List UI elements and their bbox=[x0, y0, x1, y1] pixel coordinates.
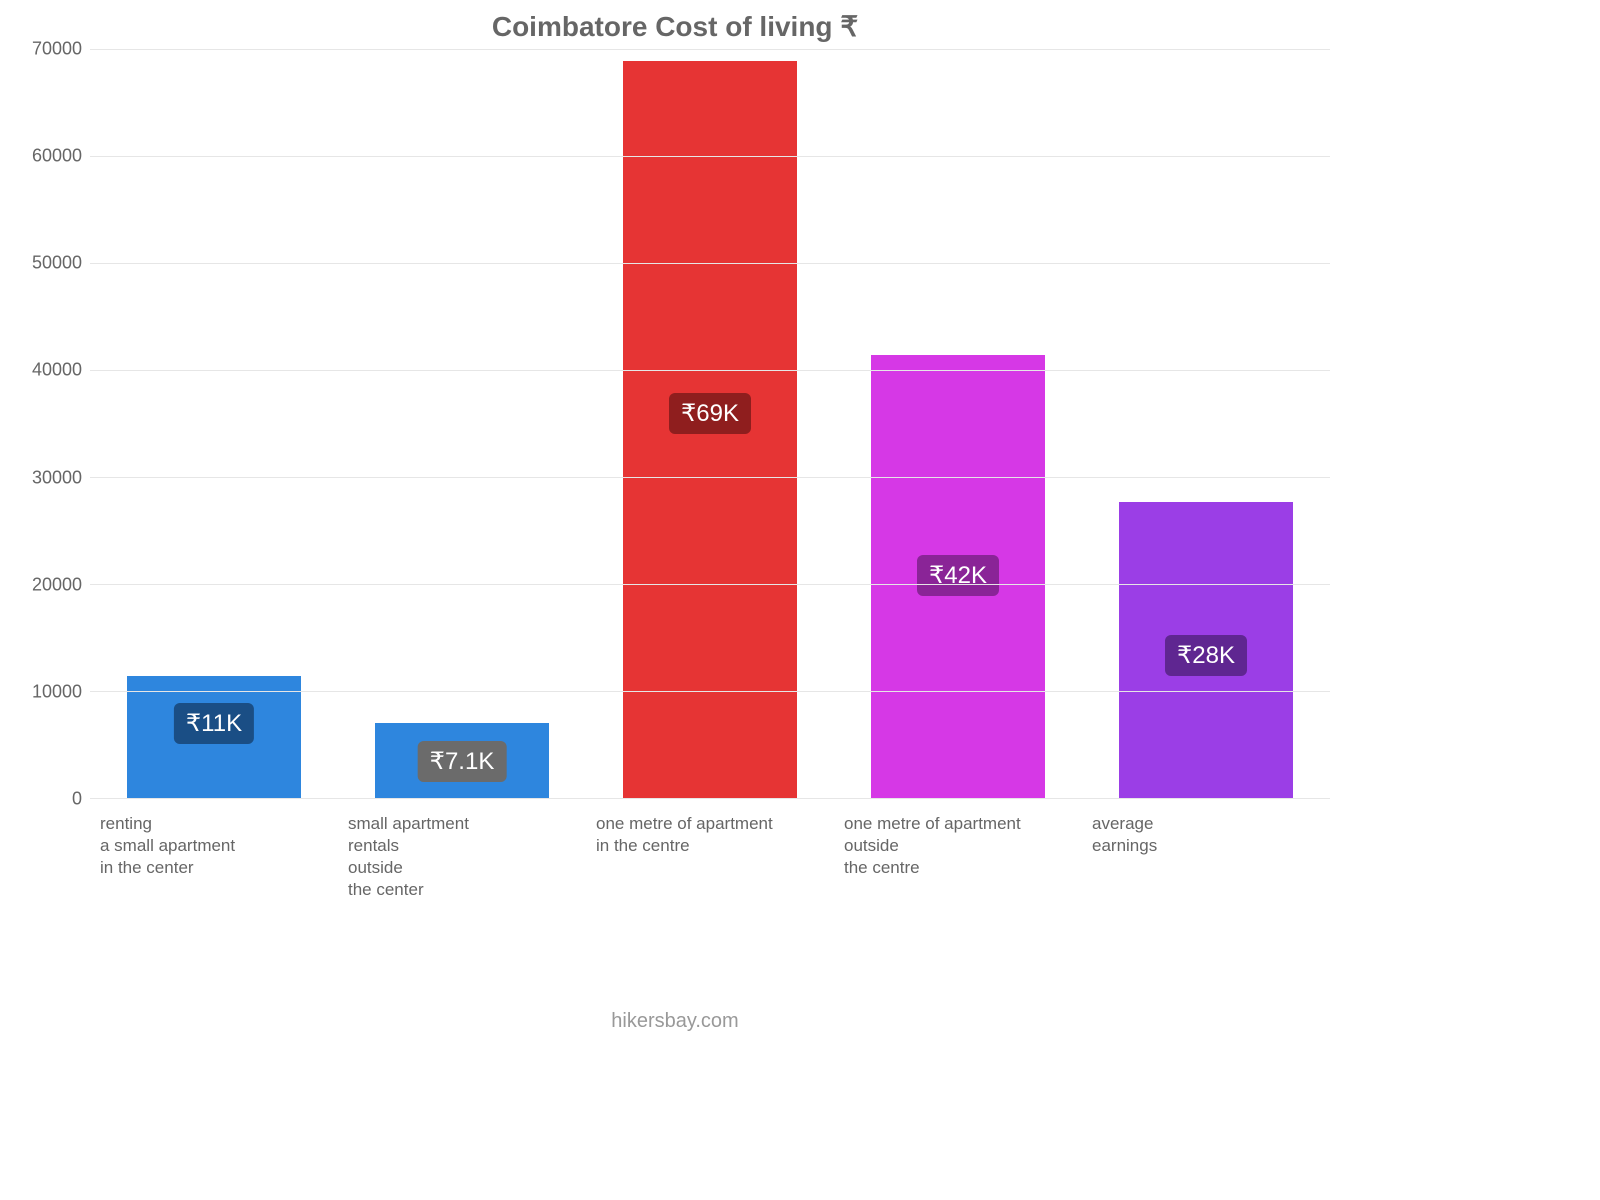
y-tick-label: 70000 bbox=[32, 39, 82, 60]
bar: ₹69K bbox=[623, 61, 797, 799]
bar-value-label: ₹42K bbox=[917, 555, 999, 596]
bar: ₹42K bbox=[871, 355, 1045, 799]
y-tick-label: 20000 bbox=[32, 574, 82, 595]
y-tick-label: 50000 bbox=[32, 253, 82, 274]
gridline bbox=[90, 263, 1330, 264]
y-tick-label: 10000 bbox=[32, 681, 82, 702]
x-slot: small apartment rentals outside the cent… bbox=[338, 813, 586, 901]
x-slot: renting a small apartment in the center bbox=[90, 813, 338, 901]
y-tick-label: 30000 bbox=[32, 467, 82, 488]
x-category-label: small apartment rentals outside the cent… bbox=[348, 813, 469, 901]
gridline bbox=[90, 584, 1330, 585]
bar: ₹7.1K bbox=[375, 723, 549, 799]
bar-slot: ₹7.1K bbox=[338, 50, 586, 799]
x-category-label: one metre of apartment in the centre bbox=[596, 813, 773, 901]
bar-slot: ₹28K bbox=[1082, 50, 1330, 799]
gridline bbox=[90, 477, 1330, 478]
y-tick-label: 40000 bbox=[32, 360, 82, 381]
bar-chart: Coimbatore Cost of living ₹ 0 10000 20000 3… bbox=[20, 10, 1330, 1010]
plot-area: ₹11K ₹7.1K ₹69K ₹42K ₹28K bbox=[90, 49, 1330, 799]
bar-value-label: ₹11K bbox=[174, 703, 254, 744]
bar-slot: ₹42K bbox=[834, 50, 1082, 799]
gridline bbox=[90, 798, 1330, 799]
bar-value-label: ₹69K bbox=[669, 393, 751, 434]
gridline bbox=[90, 156, 1330, 157]
gridline bbox=[90, 370, 1330, 371]
bar-value-label: ₹28K bbox=[1165, 635, 1247, 676]
x-slot: average earnings bbox=[1082, 813, 1330, 901]
y-tick-label: 0 bbox=[72, 789, 82, 810]
x-axis: renting a small apartment in the center s… bbox=[90, 799, 1330, 901]
plot-and-axis: 010000200003000040000500006000070000 ₹11… bbox=[20, 49, 1330, 799]
bar-slot: ₹11K bbox=[90, 50, 338, 799]
y-axis: 010000200003000040000500006000070000 bbox=[20, 49, 90, 799]
x-slot: one metre of apartment outside the centr… bbox=[834, 813, 1082, 901]
chart-footer: hikersbay.com bbox=[20, 1010, 1330, 1033]
gridline bbox=[90, 49, 1330, 50]
x-category-label: one metre of apartment outside the centr… bbox=[844, 813, 1021, 901]
chart-title: Coimbatore Cost of living ₹ bbox=[20, 10, 1330, 43]
bar: ₹28K bbox=[1119, 502, 1293, 799]
bar-slot: ₹69K bbox=[586, 50, 834, 799]
y-tick-label: 60000 bbox=[32, 146, 82, 167]
gridline bbox=[90, 691, 1330, 692]
x-category-label: average earnings bbox=[1092, 813, 1157, 901]
bar: ₹11K bbox=[127, 676, 301, 799]
x-category-label: renting a small apartment in the center bbox=[100, 813, 235, 901]
bars-container: ₹11K ₹7.1K ₹69K ₹42K ₹28K bbox=[90, 50, 1330, 799]
bar-value-label: ₹7.1K bbox=[418, 741, 507, 782]
x-slot: one metre of apartment in the centre bbox=[586, 813, 834, 901]
